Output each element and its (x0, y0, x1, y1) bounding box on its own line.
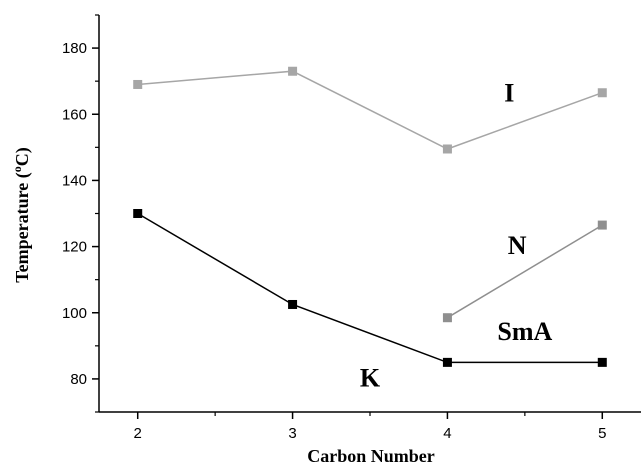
x-axis-title: Carbon Number (307, 446, 435, 466)
series-layer (133, 66, 607, 367)
data-point (288, 299, 298, 309)
x-tick-label: 5 (598, 425, 606, 442)
y-axis-title-end: C) (12, 147, 33, 166)
data-point (442, 313, 452, 323)
phase-label: N (508, 231, 527, 260)
series-line-2 (447, 224, 603, 319)
x-tick-label: 2 (134, 425, 142, 442)
series-line-3 (137, 212, 603, 364)
y-tick-label: 160 (62, 106, 87, 123)
y-tick-label: 140 (62, 172, 87, 189)
annotation-layer: I N SmA K (360, 79, 553, 393)
y-axis-title-main: Temperature ( (12, 172, 33, 282)
data-point (442, 144, 452, 154)
data-point (442, 357, 452, 367)
y-tick-label: 120 (62, 239, 87, 256)
y-ticks: 80 100 120 140 160 180 (62, 14, 99, 413)
phase-label: I (504, 79, 514, 108)
x-tick-label: 3 (288, 425, 296, 442)
x-tick-label: 4 (443, 425, 451, 442)
data-point (133, 79, 143, 89)
data-point (597, 357, 607, 367)
y-tick-label: 100 (62, 305, 87, 322)
data-point (288, 66, 298, 76)
axes (98, 15, 641, 413)
data-point (133, 209, 143, 218)
x-ticks: 2 3 4 5 (134, 412, 606, 442)
data-point (597, 220, 607, 230)
data-point (597, 88, 607, 98)
y-axis-title-superscript: o (10, 166, 24, 172)
y-tick-label: 180 (62, 40, 87, 57)
y-axis-title: Temperature (oC) (10, 147, 33, 282)
y-tick-label: 80 (70, 371, 87, 388)
series-line-1 (137, 70, 603, 150)
phase-label: K (360, 363, 381, 392)
phase-label: SmA (497, 317, 552, 346)
